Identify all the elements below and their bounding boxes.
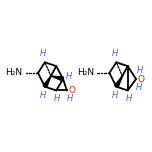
Text: H: H <box>66 72 72 81</box>
Text: H: H <box>40 90 47 100</box>
Polygon shape <box>43 76 51 88</box>
Text: H: H <box>136 83 142 92</box>
Text: O: O <box>69 86 76 95</box>
Text: H₂N: H₂N <box>5 68 22 78</box>
Text: O: O <box>138 74 145 84</box>
Text: H₂N: H₂N <box>77 68 94 78</box>
Polygon shape <box>51 76 64 81</box>
Text: H: H <box>112 49 118 58</box>
Text: H: H <box>67 94 73 103</box>
Text: H: H <box>125 94 132 103</box>
Text: H: H <box>40 49 47 58</box>
Text: H: H <box>112 90 118 100</box>
Text: H: H <box>54 94 60 103</box>
Text: H: H <box>137 66 143 75</box>
Polygon shape <box>115 76 122 88</box>
